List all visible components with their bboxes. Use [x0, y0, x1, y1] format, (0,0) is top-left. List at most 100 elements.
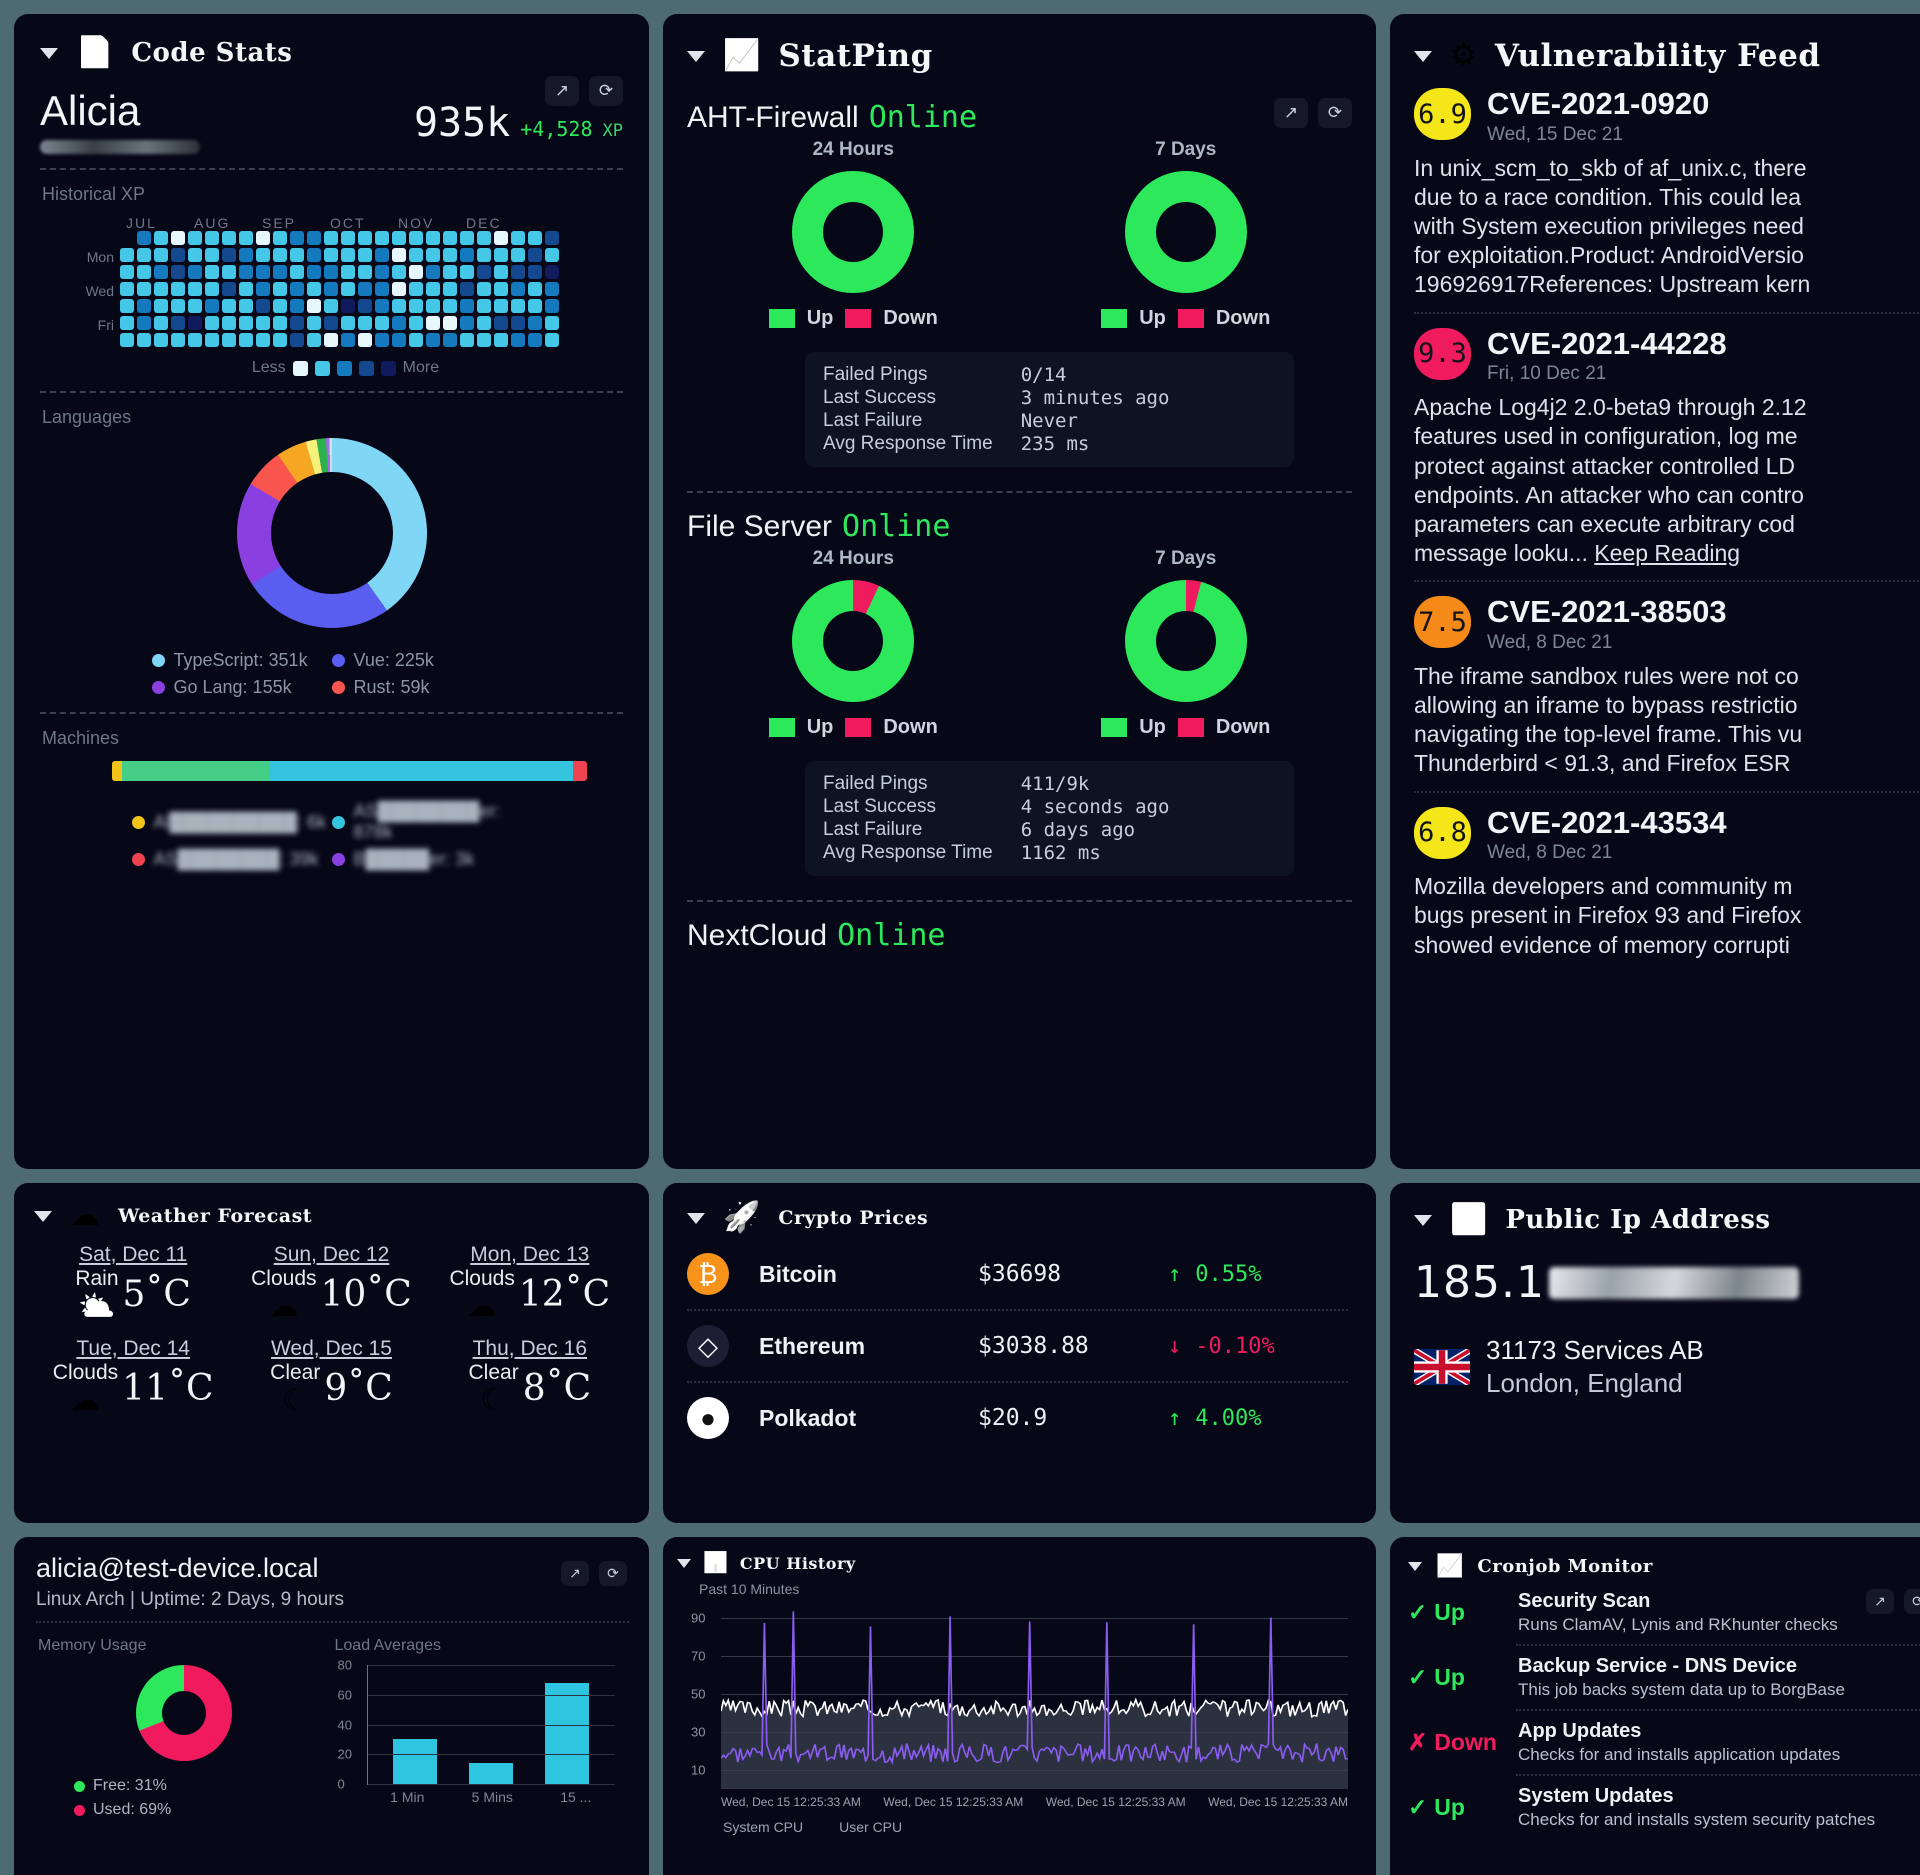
heatmap-cell[interactable]	[375, 231, 389, 245]
heatmap-cell[interactable]	[222, 316, 236, 330]
heatmap-cell[interactable]	[494, 265, 508, 279]
refresh-icon[interactable]: ⟳	[1904, 1589, 1920, 1614]
heatmap-cell[interactable]	[239, 316, 253, 330]
heatmap-cell[interactable]	[290, 265, 304, 279]
heatmap-cell[interactable]	[324, 299, 338, 313]
heatmap-cell[interactable]	[222, 282, 236, 296]
heatmap-cell[interactable]	[137, 265, 151, 279]
heatmap-cell[interactable]	[154, 231, 168, 245]
heatmap-cell[interactable]	[392, 248, 406, 262]
heatmap-cell[interactable]	[409, 248, 423, 262]
heatmap-cell[interactable]	[443, 231, 457, 245]
open-external-icon[interactable]: ↗	[561, 1561, 589, 1586]
heatmap-cell[interactable]	[443, 316, 457, 330]
heatmap-cell[interactable]	[477, 316, 491, 330]
heatmap-cell[interactable]	[307, 316, 321, 330]
heatmap-cell[interactable]	[188, 265, 202, 279]
heatmap-cell[interactable]	[511, 265, 525, 279]
heatmap-cell[interactable]	[222, 248, 236, 262]
heatmap-cell[interactable]	[494, 248, 508, 262]
heatmap-cell[interactable]	[477, 265, 491, 279]
heatmap-cell[interactable]	[154, 265, 168, 279]
heatmap-cell[interactable]	[154, 299, 168, 313]
crypto-row[interactable]: ● Polkadot $20.9 ↑ 4.00%	[687, 1383, 1348, 1453]
heatmap-cell[interactable]	[205, 248, 219, 262]
heatmap-cell[interactable]	[256, 299, 270, 313]
heatmap-cell[interactable]	[239, 299, 253, 313]
heatmap-cell[interactable]	[171, 282, 185, 296]
heatmap-cell[interactable]	[171, 299, 185, 313]
heatmap-cell[interactable]	[307, 231, 321, 245]
heatmap-cell[interactable]	[273, 248, 287, 262]
heatmap-cell[interactable]	[256, 265, 270, 279]
heatmap-cell[interactable]	[120, 333, 134, 347]
heatmap-cell[interactable]	[443, 282, 457, 296]
heatmap-cell[interactable]	[528, 265, 542, 279]
heatmap-cell[interactable]	[511, 231, 525, 245]
heatmap-cell[interactable]	[528, 316, 542, 330]
collapse-caret-icon[interactable]	[677, 1558, 691, 1568]
open-external-icon[interactable]: ↗	[1274, 98, 1308, 128]
heatmap-cell[interactable]	[188, 248, 202, 262]
heatmap-cell[interactable]	[460, 299, 474, 313]
heatmap-cell[interactable]	[443, 333, 457, 347]
heatmap-cell[interactable]	[137, 248, 151, 262]
heatmap-cell[interactable]	[545, 333, 559, 347]
collapse-caret-icon[interactable]	[687, 50, 705, 62]
heatmap-cell[interactable]	[477, 333, 491, 347]
heatmap-cell[interactable]	[171, 265, 185, 279]
heatmap-cell[interactable]	[460, 231, 474, 245]
collapse-caret-icon[interactable]	[687, 1212, 705, 1224]
heatmap-cell[interactable]	[239, 333, 253, 347]
heatmap-cell[interactable]	[273, 333, 287, 347]
heatmap-cell[interactable]	[409, 316, 423, 330]
heatmap-cell[interactable]	[511, 316, 525, 330]
refresh-icon[interactable]: ⟳	[1318, 98, 1352, 128]
cronjob-row[interactable]: ✓ Up Security Scan Runs ClamAV, Lynis and …	[1408, 1581, 1920, 1644]
heatmap-cell[interactable]	[205, 282, 219, 296]
heatmap-cell[interactable]	[290, 231, 304, 245]
heatmap-cell[interactable]	[222, 231, 236, 245]
heatmap-cell[interactable]	[511, 282, 525, 296]
cve-keep-reading-link[interactable]: Keep Reading	[1594, 540, 1741, 567]
cve-item[interactable]: 6.9 CVE-2021-0920 Wed, 15 Dec 21 In unix…	[1414, 84, 1920, 302]
heatmap-cell[interactable]	[137, 333, 151, 347]
heatmap-cell[interactable]	[205, 316, 219, 330]
heatmap-cell[interactable]	[273, 316, 287, 330]
heatmap-cell[interactable]	[154, 248, 168, 262]
heatmap-cell[interactable]	[443, 265, 457, 279]
heatmap-cell[interactable]	[426, 231, 440, 245]
heatmap-cell[interactable]	[341, 333, 355, 347]
heatmap-cell[interactable]	[443, 299, 457, 313]
collapse-caret-icon[interactable]	[40, 47, 58, 59]
heatmap-cell[interactable]	[409, 231, 423, 245]
crypto-row[interactable]: ◇ Ethereum $3038.88 ↓ -0.10%	[687, 1311, 1348, 1381]
heatmap-cell[interactable]	[273, 231, 287, 245]
heatmap-cell[interactable]	[171, 333, 185, 347]
heatmap-cell[interactable]	[426, 248, 440, 262]
heatmap-cell[interactable]	[375, 333, 389, 347]
heatmap-cell[interactable]	[154, 333, 168, 347]
collapse-caret-icon[interactable]	[1408, 1561, 1422, 1571]
heatmap-cell[interactable]	[188, 299, 202, 313]
heatmap-cell[interactable]	[460, 333, 474, 347]
heatmap-cell[interactable]	[392, 282, 406, 296]
open-external-icon[interactable]: ↗	[545, 76, 579, 106]
heatmap-cell[interactable]	[409, 282, 423, 296]
heatmap-cell[interactable]	[545, 231, 559, 245]
heatmap-cell[interactable]	[205, 299, 219, 313]
collapse-caret-icon[interactable]	[34, 1210, 52, 1222]
heatmap-cell[interactable]	[392, 265, 406, 279]
heatmap-cell[interactable]	[188, 333, 202, 347]
cve-item[interactable]: 7.5 CVE-2021-38503 Wed, 8 Dec 21 The ifr…	[1414, 592, 1920, 780]
heatmap-cell[interactable]	[273, 265, 287, 279]
cronjob-row[interactable]: ✓ Up Backup Service - DNS Device This job …	[1408, 1646, 1920, 1709]
heatmap-cell[interactable]	[511, 333, 525, 347]
crypto-row[interactable]: ₿ Bitcoin $36698 ↑ 0.55%	[687, 1239, 1348, 1309]
heatmap-cell[interactable]	[392, 316, 406, 330]
heatmap-cell[interactable]	[120, 265, 134, 279]
heatmap-cell[interactable]	[409, 265, 423, 279]
heatmap-cell[interactable]	[545, 316, 559, 330]
heatmap-cell[interactable]	[120, 248, 134, 262]
heatmap-cell[interactable]	[307, 265, 321, 279]
